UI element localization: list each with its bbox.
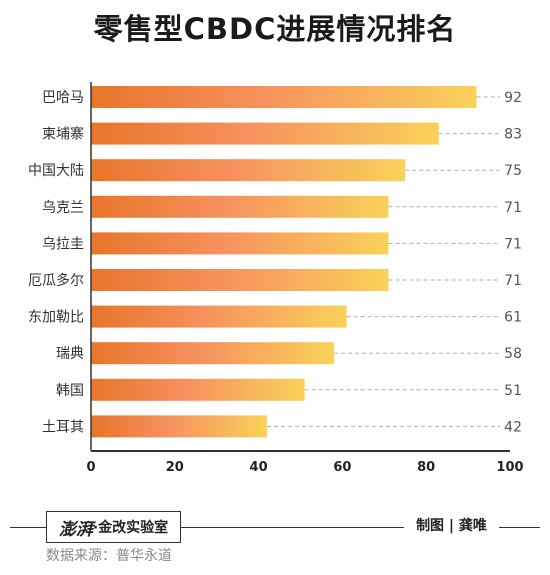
bar [91,232,389,255]
footer-divider-left [10,527,46,528]
value-label: 58 [504,346,522,362]
value-label: 83 [504,127,522,143]
category-label: 柬埔寨 [42,126,84,143]
footer-divider-right [499,527,540,528]
brand-logo: 澎湃 [58,519,93,540]
category-label: 乌拉圭 [42,236,84,252]
bar [91,159,406,182]
bar [91,342,335,365]
value-label: 92 [504,90,522,106]
x-tick-label: 80 [417,460,435,475]
bar [91,122,439,145]
category-label: 中国大陆 [28,163,84,179]
x-tick-label: 100 [496,460,523,475]
source-text: 数据来源：普华永道 [46,548,172,564]
value-label: 51 [504,383,522,399]
brand-text: ·金改实验室 [92,520,169,536]
bar-chart: 巴哈马 92 柬埔寨 83 中国大陆 75 乌克兰 71 乌拉圭 71 厄瓜多尔 71 东加勒比 61 瑞典… [28,82,524,475]
category-label: 巴哈马 [42,90,84,106]
bar [91,415,267,438]
value-label: 71 [504,200,522,216]
chart-title: 零售型CBDC进展情况排名 [93,12,457,46]
category-label: 瑞典 [56,346,84,362]
bar [91,305,347,328]
x-tick-label: 60 [333,460,351,475]
category-label: 厄瓜多尔 [28,272,84,289]
category-label: 土耳其 [42,419,84,435]
bar [91,378,305,401]
footer-divider-middle [181,527,404,528]
bar [91,86,477,108]
category-label: 韩国 [56,383,84,399]
value-label: 42 [504,419,522,435]
x-tick-label: 0 [86,460,95,475]
credit-text: 制图 | 龚唯 [416,518,487,534]
value-label: 75 [504,163,522,179]
value-label: 61 [504,310,522,326]
category-label: 东加勒比 [28,310,84,326]
x-tick-label: 20 [166,460,184,475]
brand-badge: 澎湃 ·金改实验室 [46,511,181,543]
value-label: 71 [504,273,522,289]
bar [91,195,389,218]
x-tick-label: 40 [250,460,268,475]
value-label: 71 [504,236,522,252]
category-label: 乌克兰 [42,200,84,216]
bar [91,269,389,291]
